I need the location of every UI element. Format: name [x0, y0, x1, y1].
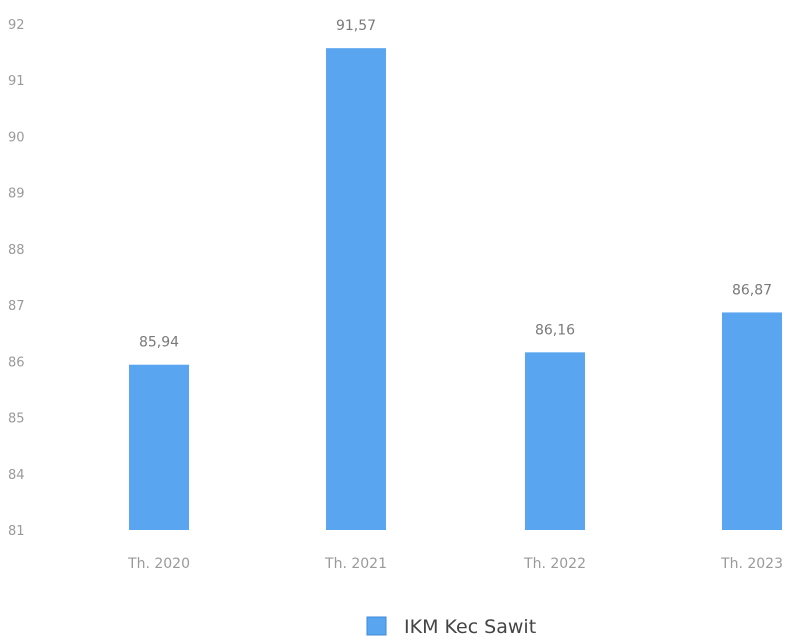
- bar-4: [722, 312, 782, 530]
- x-tick-label-1: Th. 2020: [127, 556, 190, 572]
- y-tick-label: 90: [8, 130, 25, 145]
- y-tick-label: 86: [8, 355, 25, 370]
- bar-3: [525, 352, 585, 530]
- y-tick-label: 85: [8, 412, 25, 427]
- data-label-4: 86,87: [732, 282, 772, 298]
- x-tick-label-3: Th. 2022: [523, 556, 586, 572]
- data-labels: 85,94 91,57 86,16 86,87: [139, 18, 772, 351]
- y-tick-label: 87: [8, 299, 25, 314]
- y-tick-label: 88: [8, 243, 25, 258]
- data-label-1: 85,94: [139, 335, 179, 351]
- x-tick-label-4: Th. 2023: [720, 556, 783, 572]
- data-label-3: 86,16: [535, 322, 575, 338]
- bars: [129, 48, 782, 530]
- x-axis: Th. 2020 Th. 2021 Th. 2022 Th. 2023: [127, 556, 783, 572]
- legend-label: IKM Kec Sawit: [404, 616, 536, 638]
- y-tick-label: 92: [8, 18, 25, 33]
- y-tick-label: 84: [8, 468, 25, 483]
- x-tick-label-2: Th. 2021: [324, 556, 387, 572]
- data-label-2: 91,57: [336, 18, 376, 34]
- legend: IKM Kec Sawit: [366, 616, 536, 638]
- y-tick-label: 89: [8, 187, 25, 202]
- legend-swatch: [366, 616, 387, 636]
- y-axis: 81 84 85 86 87 88 89 90 91 92: [8, 18, 25, 539]
- bar-1: [129, 364, 189, 530]
- bar-2: [326, 48, 386, 530]
- y-tick-label: 81: [8, 524, 25, 539]
- y-tick-label: 91: [8, 74, 25, 89]
